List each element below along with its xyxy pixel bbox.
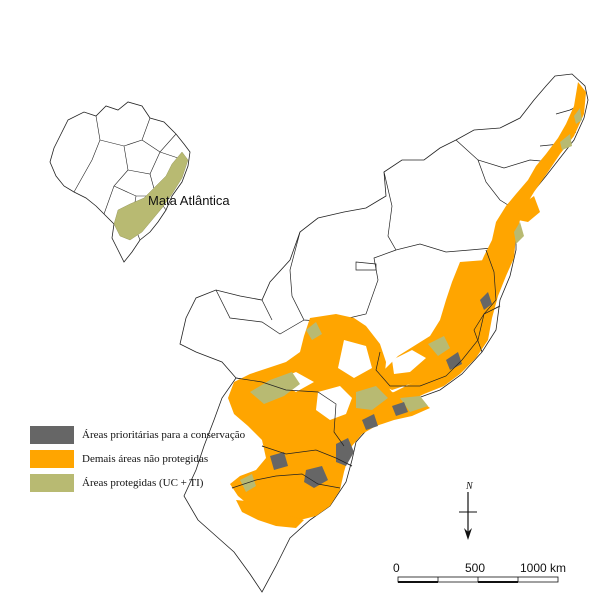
legend-label-unprotected: Demais áreas não protegidas — [82, 453, 209, 465]
scale-label-1000: 1000 km — [520, 561, 566, 575]
scale-label-0: 0 — [393, 561, 400, 575]
inset-atlantic-forest — [113, 151, 189, 241]
inset-brazil-outline — [49, 101, 191, 263]
inset-label: Mata Atlântica — [148, 193, 230, 208]
north-letter: N — [465, 481, 474, 492]
legend-label-priority: Áreas prioritárias para a conservação — [82, 429, 246, 441]
main-state-borders-overlay — [231, 249, 501, 489]
legend-row-priority: Áreas prioritárias para a conservação — [30, 424, 245, 446]
inset-brazil-map: Mata Atlântica — [49, 101, 230, 263]
legend-row-protected: Áreas protegidas (UC + TI) — [30, 472, 245, 494]
main-states-base — [179, 73, 589, 593]
scale-label-500: 500 — [465, 561, 485, 575]
legend-swatch-protected — [30, 474, 74, 492]
legend-row-unprotected: Demais áreas não protegidas — [30, 448, 245, 470]
legend: Áreas prioritárias para a conservação De… — [30, 424, 245, 496]
scale-bar: 0 500 1000 km — [393, 561, 566, 583]
main-map — [179, 73, 589, 593]
priority-areas-grey — [270, 292, 492, 488]
legend-swatch-unprotected — [30, 450, 74, 468]
north-arrow: N — [459, 481, 477, 540]
north-arrow-head — [464, 528, 472, 540]
protected-areas-green — [240, 108, 582, 492]
legend-label-protected: Áreas protegidas (UC + TI) — [82, 477, 204, 489]
legend-swatch-priority — [30, 426, 74, 444]
